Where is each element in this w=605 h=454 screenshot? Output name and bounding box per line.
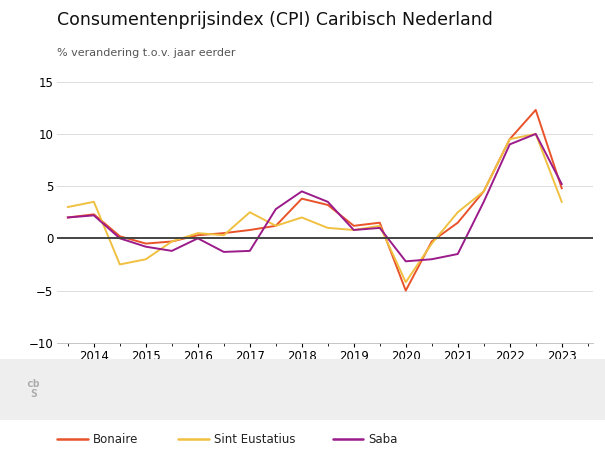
Text: Bonaire: Bonaire: [93, 433, 138, 446]
Text: % verandering t.o.v. jaar eerder: % verandering t.o.v. jaar eerder: [57, 48, 236, 58]
Text: Sint Eustatius: Sint Eustatius: [214, 433, 295, 446]
Text: Consumentenprijsindex (CPI) Caribisch Nederland: Consumentenprijsindex (CPI) Caribisch Ne…: [57, 11, 493, 30]
Text: Saba: Saba: [368, 433, 397, 446]
Text: S: S: [30, 390, 37, 400]
Text: cb: cb: [27, 379, 40, 390]
